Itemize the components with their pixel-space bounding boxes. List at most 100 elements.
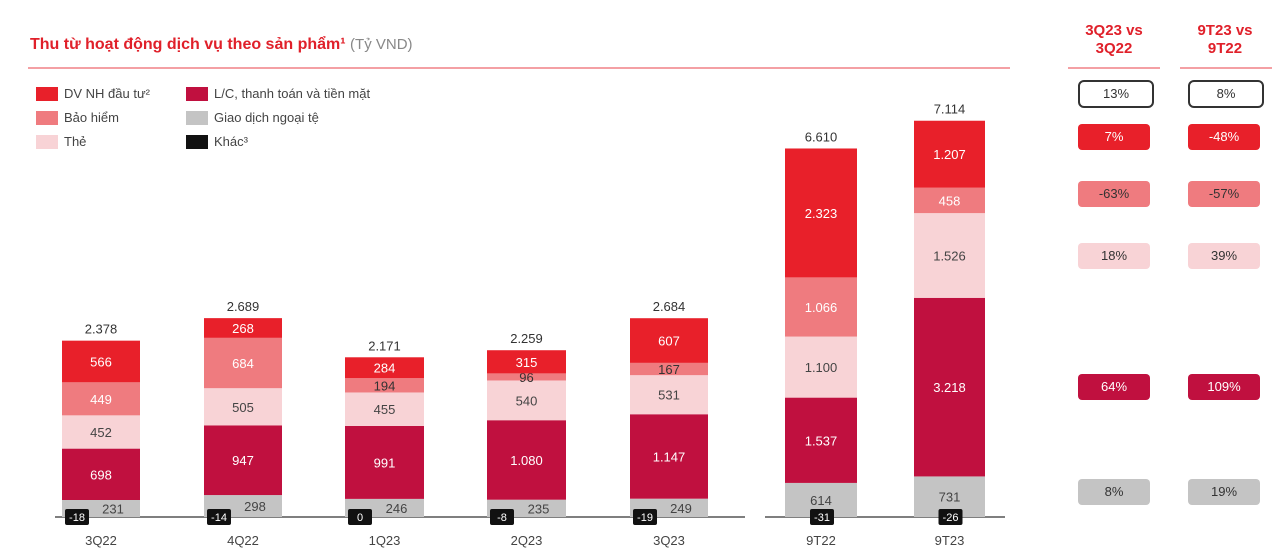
bar-segment	[487, 350, 566, 374]
segment-label: 540	[516, 393, 538, 408]
segment-label: 3.218	[933, 380, 966, 395]
pct-badge-total: 13%	[1078, 80, 1154, 108]
bar-segment	[630, 318, 708, 363]
category-label: 1Q23	[369, 533, 401, 548]
segment-label: 194	[374, 378, 396, 393]
segment-label: 1.526	[933, 248, 966, 263]
segment-label: 246	[386, 501, 408, 516]
legend-item-ngoai-te: Giao dịch ngoại tệ	[186, 110, 319, 125]
segment-label: 991	[374, 455, 396, 470]
bar-segment	[630, 414, 708, 499]
bar-segment	[487, 420, 566, 500]
khac-marker	[490, 509, 514, 525]
bar-segment	[914, 187, 985, 214]
segment-label: 531	[658, 388, 680, 403]
total-label: 2.259	[510, 331, 543, 346]
category-label: 2Q23	[511, 533, 543, 548]
bar-segment	[785, 336, 857, 398]
category-label: 3Q22	[85, 533, 117, 548]
segment-label: 1.207	[933, 147, 966, 162]
khac-label: 0	[357, 512, 363, 524]
category-label: 9T23	[935, 533, 965, 548]
pct-badge-the: 39%	[1188, 243, 1260, 269]
segment-label: 614	[810, 493, 832, 508]
segment-label: 452	[90, 425, 112, 440]
total-label: 6.610	[805, 129, 838, 144]
segment-label: 1.537	[805, 433, 838, 448]
segment-label: 167	[658, 362, 680, 377]
legend-item-dv-nh: DV NH đầu tư²	[36, 86, 150, 101]
bar-segment	[785, 277, 857, 337]
bar-segment	[204, 425, 282, 496]
pct-badge-giao-dich-ngoai-te: 8%	[1078, 479, 1150, 505]
total-label: 2.378	[85, 322, 118, 337]
segment-label: 1.100	[805, 360, 838, 375]
legend-item-bao-hiem: Bảo hiểm	[36, 110, 119, 125]
segment-label: 315	[516, 355, 538, 370]
segment-label: 1.147	[653, 449, 686, 464]
bar-segment	[62, 340, 140, 383]
segment-label: 268	[232, 321, 254, 336]
bar-segment	[785, 397, 857, 483]
total-label: 2.684	[653, 299, 686, 314]
segment-label: 698	[90, 467, 112, 482]
khac-marker	[65, 509, 89, 525]
segment-label: 298	[244, 499, 266, 514]
segment-label: 947	[232, 453, 254, 468]
bar-segment	[62, 415, 140, 449]
bar-segment	[204, 337, 282, 389]
col-rule-1	[1068, 67, 1160, 69]
segment-label: 235	[528, 501, 550, 516]
segment-label: 458	[939, 193, 961, 208]
khac-marker	[810, 509, 834, 525]
segment-label: 455	[374, 402, 396, 417]
segment-label: 607	[658, 334, 680, 349]
bar-segment	[914, 297, 985, 477]
bar-segment	[487, 380, 566, 421]
bar-segment	[345, 392, 424, 426]
khac-label: -19	[637, 512, 653, 524]
bar-segment	[204, 318, 282, 338]
khac-label: -8	[497, 512, 507, 524]
segment-label: 2.323	[805, 206, 838, 221]
segment-label: 449	[90, 392, 112, 407]
bar-segment	[630, 375, 708, 415]
segment-label: 284	[374, 361, 396, 376]
segment-label: 96	[519, 370, 533, 385]
col-rule-2	[1180, 67, 1272, 69]
bar-segment	[204, 388, 282, 426]
title-rule	[28, 67, 1010, 69]
pct-badge-bao-hiem: -57%	[1188, 181, 1260, 207]
khac-marker	[633, 509, 657, 525]
pct-badge-dv-nh-dau-tu: -48%	[1188, 124, 1260, 150]
segment-label: 1.080	[510, 453, 543, 468]
bar-segment	[345, 378, 424, 393]
segment-label: 1.066	[805, 300, 838, 315]
header-3q: 3Q23 vs 3Q22	[1085, 22, 1143, 57]
pct-badge-the: 18%	[1078, 243, 1150, 269]
header-9t: 9T23 vs 9T22	[1197, 22, 1253, 57]
category-label: 9T22	[806, 533, 836, 548]
segment-label: 231	[102, 501, 124, 516]
total-label: 7.114	[934, 102, 966, 117]
unit-label: (Tỷ VND)	[350, 36, 413, 53]
title-text: Thu từ hoạt động dịch vụ theo sản phẩm¹	[30, 36, 346, 53]
khac-label: -26	[943, 512, 959, 524]
pct-badge-lc-thanh-toan: 109%	[1188, 374, 1260, 400]
pct-badge-giao-dich-ngoai-te: 19%	[1188, 479, 1260, 505]
bar-segment	[630, 362, 708, 376]
khac-marker	[207, 509, 231, 525]
bar-segment	[62, 382, 140, 416]
khac-label: -14	[211, 512, 227, 524]
total-label: 2.689	[227, 299, 260, 314]
pct-badge-total: 8%	[1188, 80, 1264, 108]
bar-segment	[785, 148, 857, 278]
segment-label: 684	[232, 356, 254, 371]
category-label: 3Q23	[653, 533, 685, 548]
pct-badge-dv-nh-dau-tu: 7%	[1078, 124, 1150, 150]
segment-label: 731	[939, 490, 961, 505]
legend-item-lc: L/C, thanh toán và tiền mặt	[186, 86, 370, 101]
khac-label: -31	[814, 512, 830, 524]
khac-label: -18	[69, 512, 85, 524]
